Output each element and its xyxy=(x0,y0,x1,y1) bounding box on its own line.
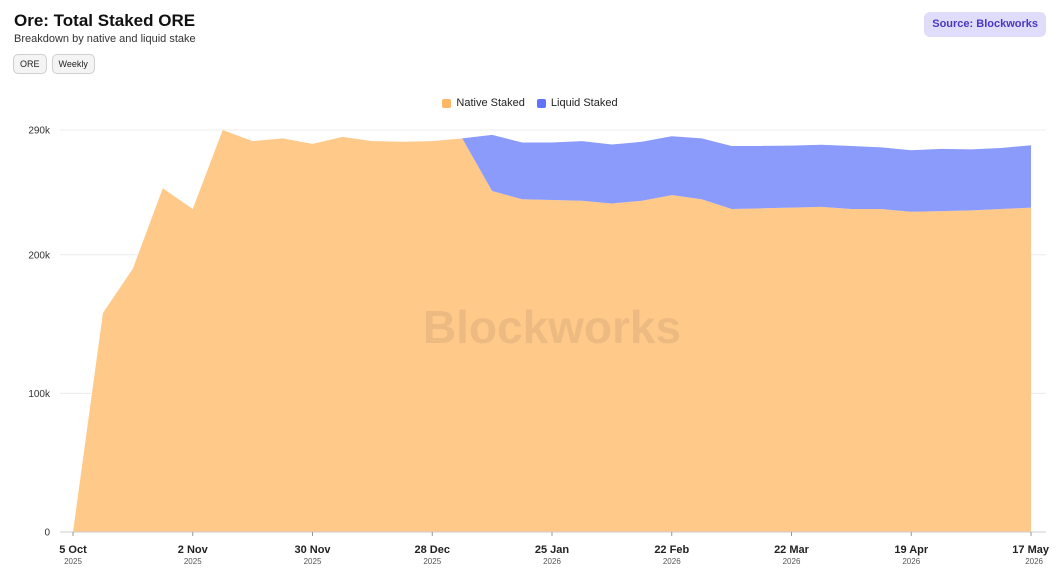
x-tick-year-0: 2025 xyxy=(64,557,82,566)
x-tick-year-2: 2025 xyxy=(304,557,322,566)
legend-item-native-staked[interactable]: Native Staked xyxy=(442,97,525,109)
x-tick-label-4: 25 Jan xyxy=(535,544,570,556)
y-tick-label-2: 200k xyxy=(28,250,51,261)
native-staked-area xyxy=(73,130,1031,532)
x-tick-year-7: 2026 xyxy=(902,557,920,566)
x-tick-year-1: 2025 xyxy=(184,557,202,566)
x-tick-year-4: 2026 xyxy=(543,557,561,566)
x-tick-label-6: 22 Mar xyxy=(774,544,810,556)
ore-toggle-button[interactable]: ORE xyxy=(13,54,47,74)
source-badge[interactable]: Source: Blockworks xyxy=(924,12,1046,37)
x-tick-label-8: 17 May xyxy=(1012,544,1050,556)
x-tick-label-0: 5 Oct xyxy=(59,544,87,556)
x-tick-label-1: 2 Nov xyxy=(178,544,209,556)
y-tick-label-0: 0 xyxy=(44,528,50,539)
x-tick-year-5: 2026 xyxy=(663,557,681,566)
x-tick-label-7: 19 Apr xyxy=(894,544,929,556)
weekly-toggle-button[interactable]: Weekly xyxy=(51,54,95,74)
legend-label-liquid-staked: Liquid Staked xyxy=(550,97,618,109)
chart-legend: Native Staked Liquid Staked xyxy=(0,97,1060,109)
area-series xyxy=(73,130,1031,532)
y-tick-label-3: 290k xyxy=(28,126,51,137)
x-tick-label-3: 28 Dec xyxy=(415,544,450,556)
legend-label-native-staked: Native Staked xyxy=(456,97,525,109)
legend-item-liquid-staked[interactable]: Liquid Staked xyxy=(536,97,618,109)
y-tick-label-1: 100k xyxy=(28,389,51,400)
chart-title: Ore: Total Staked ORE xyxy=(14,11,196,30)
x-tick-label-5: 22 Feb xyxy=(654,544,689,556)
x-tick-year-8: 2026 xyxy=(1025,557,1043,566)
liquid-staked-area xyxy=(462,134,1031,212)
legend-swatch-native-staked xyxy=(442,98,452,108)
legend-swatch-liquid-staked xyxy=(536,98,546,108)
watermark-logo: Blockworks xyxy=(423,301,681,353)
x-tick-label-2: 30 Nov xyxy=(294,544,331,556)
x-tick-year-6: 2026 xyxy=(783,557,801,566)
chart-subtitle: Breakdown by native and liquid stake xyxy=(14,33,196,45)
x-tick-year-3: 2025 xyxy=(423,557,441,566)
chart-toggles: ORE Weekly xyxy=(13,54,95,74)
